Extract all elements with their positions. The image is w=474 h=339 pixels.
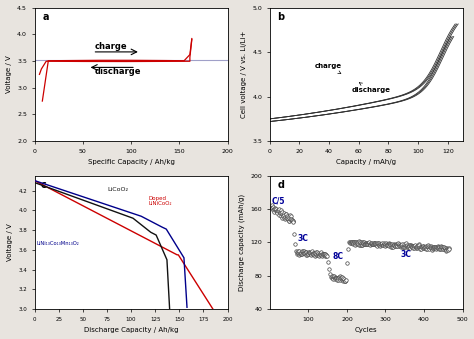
Text: Doped
LiNiCoO₂: Doped LiNiCoO₂: [148, 196, 172, 206]
Y-axis label: Cell voltage / V vs. Li/Li+: Cell voltage / V vs. Li/Li+: [241, 31, 246, 118]
X-axis label: Discharge Capacity / Ah/kg: Discharge Capacity / Ah/kg: [84, 327, 178, 334]
Text: d: d: [277, 180, 284, 190]
Text: LiNi₁₃Co₁₃Mn₁₃O₂: LiNi₁₃Co₁₃Mn₁₃O₂: [36, 241, 79, 246]
Text: charge: charge: [94, 42, 127, 51]
Text: b: b: [277, 12, 284, 22]
Y-axis label: Discharge capacity (mAh/g): Discharge capacity (mAh/g): [238, 194, 245, 291]
Text: c: c: [40, 180, 46, 190]
Text: 8C: 8C: [333, 252, 344, 261]
Text: discharge: discharge: [351, 83, 391, 93]
X-axis label: Specific Capacity / Ah/kg: Specific Capacity / Ah/kg: [88, 159, 174, 165]
Text: 3C: 3C: [298, 234, 309, 243]
Text: discharge: discharge: [94, 67, 141, 76]
Text: a: a: [42, 12, 49, 22]
Text: LiCoO₂: LiCoO₂: [107, 186, 128, 192]
X-axis label: Cycles: Cycles: [355, 327, 377, 334]
Y-axis label: Voltage / V: Voltage / V: [6, 56, 11, 93]
Text: 3C: 3C: [401, 250, 412, 259]
X-axis label: Capacity / mAh/g: Capacity / mAh/g: [336, 159, 396, 165]
Y-axis label: Voltage / V: Voltage / V: [7, 224, 13, 261]
Text: charge: charge: [314, 63, 341, 74]
Text: C/5: C/5: [272, 196, 285, 205]
